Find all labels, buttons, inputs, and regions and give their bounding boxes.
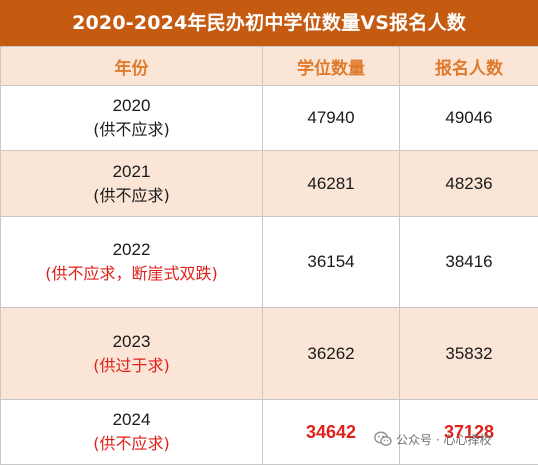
seats-value: 36262 xyxy=(307,344,354,363)
year-cell: 2023 (供过于求) xyxy=(1,308,263,400)
applicants-value: 49046 xyxy=(445,108,492,127)
year-label: 2023 xyxy=(1,330,262,354)
header-row: 年份 学位数量 报名人数 xyxy=(1,47,538,86)
year-cell: 2024 (供不应求) xyxy=(1,400,263,465)
applicants-value: 35832 xyxy=(445,344,492,363)
applicants-cell: 38416 xyxy=(400,217,538,308)
applicants-value: 38416 xyxy=(445,252,492,271)
table-row: 2023 (供过于求) 36262 35832 xyxy=(1,308,538,400)
seats-cell: 36262 xyxy=(263,308,400,400)
watermark: 公众号 · 心心择校 xyxy=(374,428,491,450)
year-label: 2021 xyxy=(1,160,262,184)
applicants-cell: 48236 xyxy=(400,151,538,217)
applicants-cell: 49046 xyxy=(400,86,538,151)
seats-cell: 46281 xyxy=(263,151,400,217)
table-title: 2020-2024年民办初中学位数量VS报名人数 xyxy=(0,0,538,46)
supply-note: (供不应求) xyxy=(1,118,262,142)
watermark-text: 公众号 · 心心择校 xyxy=(396,431,491,448)
comparison-table: 年份 学位数量 报名人数 2020 (供不应求) 47940 49046 202… xyxy=(0,46,538,465)
year-cell: 2021 (供不应求) xyxy=(1,151,263,217)
applicants-cell: 35832 xyxy=(400,308,538,400)
year-label: 2020 xyxy=(1,94,262,118)
year-cell: 2022 (供不应求，断崖式双跌) xyxy=(1,217,263,308)
table-row: 2020 (供不应求) 47940 49046 xyxy=(1,86,538,151)
header-year: 年份 xyxy=(1,47,263,86)
supply-note: (供不应求，断崖式双跌) xyxy=(1,262,262,286)
supply-note: (供过于求) xyxy=(1,354,262,378)
supply-note: (供不应求) xyxy=(1,432,262,456)
seats-cell: 36154 xyxy=(263,217,400,308)
header-applicants: 报名人数 xyxy=(400,47,538,86)
header-seats: 学位数量 xyxy=(263,47,400,86)
seats-value: 47940 xyxy=(307,108,354,127)
table-row: 2021 (供不应求) 46281 48236 xyxy=(1,151,538,217)
seats-value: 36154 xyxy=(307,252,354,271)
seats-value-highlight: 34642 xyxy=(306,422,356,442)
year-label: 2024 xyxy=(1,408,262,432)
table-row: 2022 (供不应求，断崖式双跌) 36154 38416 xyxy=(1,217,538,308)
supply-note: (供不应求) xyxy=(1,184,262,208)
seats-value: 46281 xyxy=(307,174,354,193)
wechat-icon xyxy=(374,431,392,447)
applicants-value: 48236 xyxy=(445,174,492,193)
seats-cell: 47940 xyxy=(263,86,400,151)
year-cell: 2020 (供不应求) xyxy=(1,86,263,151)
year-label: 2022 xyxy=(1,238,262,262)
